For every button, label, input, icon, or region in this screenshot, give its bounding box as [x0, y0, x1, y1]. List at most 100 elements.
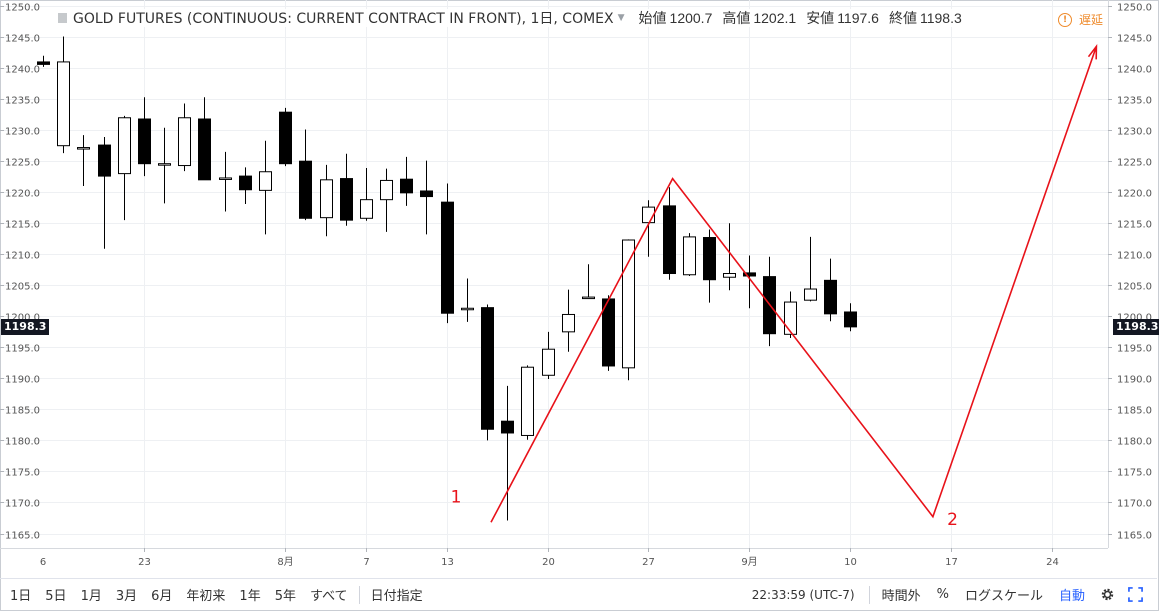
- time-tick-label: 17: [945, 557, 958, 568]
- clock[interactable]: 22:33:59 (UTC-7): [751, 587, 855, 602]
- chart-grid: [0, 0, 1108, 548]
- candle-up: [118, 117, 131, 175]
- symbol-title[interactable]: GOLD FUTURES (CONTINUOUS: CURRENT CONTRA…: [73, 11, 614, 27]
- annotation-label: 1: [451, 487, 462, 507]
- time-axis: 6 23 8月 7 13 20 27 9月 10 17 24: [0, 548, 1108, 568]
- price-tick-label-right: 1215.0: [1117, 220, 1152, 231]
- range-1m[interactable]: 1月: [80, 589, 102, 604]
- candle-down: [37, 61, 50, 65]
- price-tick-label-right: 1195.0: [1117, 344, 1152, 355]
- range-ytd[interactable]: 年初来: [186, 589, 226, 604]
- price-tick-label-right: 1185.0: [1117, 406, 1152, 417]
- price-tick-label-right: 1180.0: [1117, 437, 1152, 448]
- price-tick-label-right: 1175.0: [1117, 468, 1152, 479]
- price-tick-label-left: 1165.0: [5, 531, 40, 542]
- candle-up: [77, 147, 90, 150]
- toolbar-right-group: 22:33:59 (UTC-7) 時間外 % ログスケール 自動: [752, 579, 1157, 610]
- range-5d[interactable]: 5日: [45, 589, 67, 604]
- price-tick-label-right: 1220.0: [1117, 189, 1152, 200]
- candle-up: [521, 366, 534, 436]
- low-label: 安値: [806, 11, 835, 27]
- range-6m[interactable]: 6月: [151, 589, 173, 604]
- price-tick-label-right: 1235.0: [1117, 96, 1152, 107]
- alert-icon: !: [1058, 12, 1072, 27]
- candle-up: [320, 179, 333, 219]
- price-tick-label-left: 1230.0: [5, 127, 40, 138]
- range-5y[interactable]: 5年: [274, 589, 296, 604]
- fullscreen-icon[interactable]: [1127, 587, 1143, 603]
- extended-hours-toggle[interactable]: 時間外: [881, 589, 921, 604]
- candle-down: [441, 201, 454, 314]
- candle-up: [57, 61, 70, 147]
- candle-up: [158, 163, 171, 166]
- range-all[interactable]: すべて: [309, 589, 348, 604]
- toolbar-divider: [358, 585, 360, 604]
- price-tick-label-left: 1175.0: [5, 468, 40, 479]
- candle-down: [703, 237, 716, 281]
- chevron-down-icon[interactable]: ▼: [617, 13, 625, 23]
- price-tick-label-right: 1240.0: [1117, 65, 1152, 76]
- range-1d[interactable]: 1日: [10, 589, 32, 604]
- candle-down: [663, 205, 676, 275]
- annotation-zigzag-line: [490, 46, 1098, 523]
- price-tick-label-right: 1245.0: [1117, 34, 1152, 45]
- close-value: 1198.3: [919, 10, 962, 26]
- price-tick-label-right: 1210.0: [1117, 251, 1152, 262]
- high-value: 1202.1: [753, 10, 797, 26]
- log-scale-toggle[interactable]: ログスケール: [964, 589, 1043, 604]
- candle-up: [562, 313, 575, 333]
- range-1y[interactable]: 1年: [239, 589, 261, 604]
- candle-up: [360, 199, 373, 219]
- price-tick-label-left: 1235.0: [5, 96, 40, 107]
- close-label: 終値: [888, 11, 917, 27]
- annotation-label: 2: [947, 510, 958, 530]
- auto-scale-toggle[interactable]: 自動: [1058, 589, 1085, 604]
- delay-label: 遅延: [1079, 13, 1104, 27]
- candle-up: [622, 239, 635, 369]
- candle-up: [683, 236, 696, 276]
- price-tick-label-right: 1205.0: [1117, 282, 1152, 293]
- time-tick-label: 8月: [277, 556, 293, 568]
- low-value: 1197.6: [837, 10, 879, 26]
- price-tick-label-right: 1250.0: [1117, 3, 1152, 14]
- candle-down: [98, 144, 111, 177]
- date-range-button[interactable]: 日付指定: [370, 589, 423, 604]
- time-tick-label: 6: [40, 557, 46, 568]
- candle-down: [501, 420, 514, 434]
- candle-down: [420, 190, 433, 198]
- price-tick-label-left: 1170.0: [5, 499, 40, 510]
- time-tick-label: 9月: [741, 556, 757, 568]
- candle-up: [804, 288, 817, 301]
- candle-up: [582, 296, 595, 300]
- candle-down: [400, 178, 413, 194]
- price-tick-label-left: 1205.0: [5, 282, 40, 293]
- price-tick-label-left: 1240.0: [5, 65, 40, 76]
- toolbar-divider: [868, 585, 870, 604]
- candle-up: [219, 177, 232, 180]
- candle-up: [380, 179, 393, 201]
- time-tick-label: 23: [138, 557, 151, 568]
- price-tick-label-left: 1220.0: [5, 189, 40, 200]
- price-tick-label-left: 1250.0: [5, 3, 40, 14]
- time-tick-label: 10: [844, 557, 857, 568]
- candle-down: [279, 111, 292, 165]
- candle-up: [178, 117, 191, 167]
- price-tick-label-left: 1245.0: [5, 34, 40, 45]
- chart-legend: GOLD FUTURES (CONTINUOUS: CURRENT CONTRA…: [58, 9, 972, 27]
- percent-toggle[interactable]: %: [936, 587, 949, 602]
- price-axis: 1165.0 1165.0 1170.0 1170.0 1175.0 1175.0 1180…: [0, 0, 1152, 548]
- delay-indicator[interactable]: ! 遅延: [1058, 11, 1103, 28]
- price-tick-label-right: 1165.0: [1117, 531, 1152, 542]
- gear-icon[interactable]: [1099, 587, 1115, 603]
- range-3m[interactable]: 3月: [115, 589, 138, 604]
- symbol-square-icon: [58, 13, 67, 23]
- candle-up: [542, 348, 555, 376]
- price-tick-label-left: 1210.0: [5, 251, 40, 262]
- price-tick-label-left: 1225.0: [5, 158, 40, 169]
- candle-down: [198, 118, 211, 181]
- candle-down: [481, 307, 494, 430]
- candle-down: [340, 178, 353, 221]
- candle-down: [844, 311, 857, 328]
- price-tick-label-right: 1170.0: [1117, 499, 1152, 510]
